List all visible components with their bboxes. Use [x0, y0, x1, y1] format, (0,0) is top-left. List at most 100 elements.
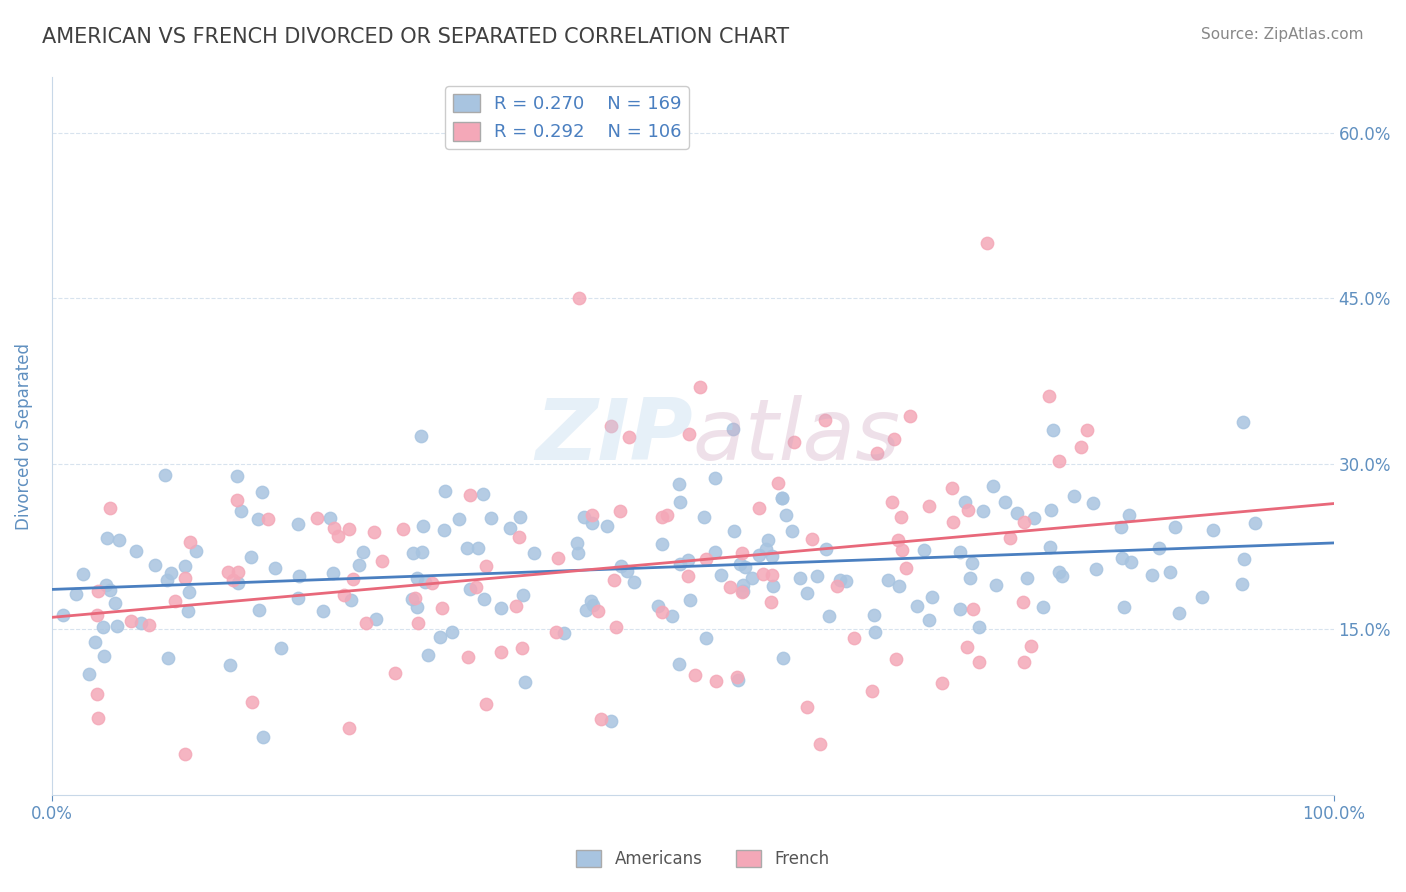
Point: [723, 524, 745, 539]
Point: [1012, 595, 1035, 609]
Point: [458, 488, 481, 502]
Point: [770, 491, 793, 505]
Point: [156, 573, 179, 587]
Point: [731, 583, 754, 598]
Point: [176, 604, 198, 618]
Point: [86, 607, 108, 622]
Point: [596, 519, 619, 533]
Point: [676, 553, 699, 567]
Text: AMERICAN VS FRENCH DIVORCED OR SEPARATED CORRELATION CHART: AMERICAN VS FRENCH DIVORCED OR SEPARATED…: [42, 27, 789, 46]
Point: [1012, 515, 1035, 529]
Point: [401, 591, 423, 606]
Point: [1017, 571, 1039, 585]
Point: [222, 573, 245, 587]
Point: [579, 594, 602, 608]
Point: [591, 712, 613, 726]
Point: [1047, 566, 1070, 580]
Point: [723, 422, 745, 436]
Point: [174, 571, 197, 585]
Legend: R = 0.270    N = 169, R = 0.292    N = 106: R = 0.270 N = 169, R = 0.292 N = 106: [446, 87, 689, 149]
Point: [447, 512, 470, 526]
Point: [783, 434, 806, 449]
Point: [98, 582, 121, 597]
Point: [108, 533, 131, 548]
Point: [789, 571, 811, 585]
Point: [918, 499, 941, 513]
Point: [984, 578, 1007, 592]
Point: [337, 721, 360, 735]
Point: [603, 574, 626, 588]
Point: [1112, 599, 1135, 614]
Point: [231, 504, 253, 518]
Point: [65, 587, 87, 601]
Point: [693, 510, 716, 524]
Point: [105, 619, 128, 633]
Point: [734, 559, 756, 574]
Point: [489, 645, 512, 659]
Point: [655, 508, 678, 522]
Point: [959, 571, 981, 585]
Point: [160, 566, 183, 581]
Point: [912, 543, 935, 558]
Point: [863, 625, 886, 640]
Point: [898, 409, 921, 423]
Point: [173, 747, 195, 761]
Point: [796, 699, 818, 714]
Point: [405, 571, 427, 585]
Point: [949, 545, 972, 559]
Point: [842, 631, 865, 645]
Point: [307, 510, 329, 524]
Point: [413, 575, 436, 590]
Point: [1063, 489, 1085, 503]
Point: [651, 510, 673, 524]
Point: [695, 631, 717, 645]
Point: [72, 566, 94, 581]
Point: [129, 615, 152, 630]
Point: [1147, 541, 1170, 555]
Point: [1042, 423, 1064, 437]
Point: [1038, 388, 1060, 402]
Point: [647, 599, 669, 614]
Point: [240, 695, 263, 709]
Point: [890, 509, 912, 524]
Point: [471, 487, 494, 501]
Point: [651, 537, 673, 551]
Point: [430, 600, 453, 615]
Point: [669, 557, 692, 571]
Point: [741, 571, 763, 585]
Point: [264, 561, 287, 575]
Point: [676, 568, 699, 582]
Point: [505, 599, 527, 613]
Point: [581, 516, 603, 530]
Point: [384, 665, 406, 680]
Point: [1111, 551, 1133, 566]
Point: [1230, 576, 1253, 591]
Text: Source: ZipAtlas.com: Source: ZipAtlas.com: [1201, 27, 1364, 42]
Point: [896, 561, 918, 575]
Point: [1085, 562, 1108, 576]
Point: [226, 492, 249, 507]
Point: [586, 604, 609, 618]
Point: [544, 625, 567, 640]
Point: [226, 469, 249, 483]
Point: [98, 501, 121, 516]
Point: [93, 648, 115, 663]
Point: [1233, 551, 1256, 566]
Point: [433, 524, 456, 538]
Point: [710, 567, 733, 582]
Point: [567, 536, 589, 550]
Point: [404, 591, 426, 606]
Point: [512, 588, 534, 602]
Point: [153, 467, 176, 482]
Point: [513, 675, 536, 690]
Point: [761, 568, 783, 582]
Point: [1070, 440, 1092, 454]
Point: [411, 545, 433, 559]
Point: [418, 648, 440, 662]
Point: [467, 541, 489, 555]
Point: [780, 524, 803, 538]
Point: [104, 596, 127, 610]
Point: [890, 543, 912, 558]
Point: [332, 589, 354, 603]
Point: [1109, 520, 1132, 534]
